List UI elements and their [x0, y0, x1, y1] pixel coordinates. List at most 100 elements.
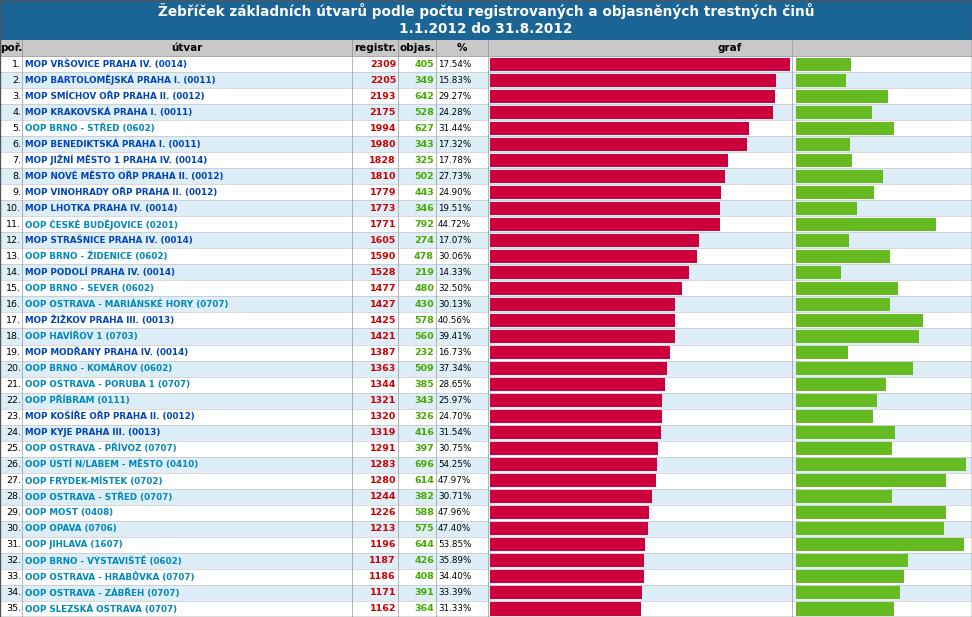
- Text: OOP OSTRAVA - PORUBA 1 (0707): OOP OSTRAVA - PORUBA 1 (0707): [25, 380, 191, 389]
- Bar: [490, 234, 699, 247]
- Text: 1773: 1773: [369, 204, 396, 213]
- Bar: [0, 473, 972, 489]
- Text: 3.: 3.: [12, 91, 21, 101]
- Bar: [490, 250, 697, 263]
- Text: 14.33%: 14.33%: [438, 268, 471, 277]
- Bar: [796, 491, 892, 503]
- Bar: [796, 154, 851, 167]
- Bar: [796, 202, 857, 215]
- Bar: [490, 218, 720, 231]
- Bar: [796, 106, 872, 118]
- Text: 1528: 1528: [369, 268, 396, 277]
- Text: 385: 385: [414, 380, 434, 389]
- Text: 17.78%: 17.78%: [438, 155, 471, 165]
- Bar: [796, 426, 894, 439]
- Text: 24.70%: 24.70%: [438, 412, 471, 421]
- Bar: [796, 330, 920, 343]
- Text: OOP OSTRAVA - MARIÁNSKÉ HORY (0707): OOP OSTRAVA - MARIÁNSKÉ HORY (0707): [25, 300, 228, 309]
- Text: OOP BRNO - VÝSTAVIŠTĚ (0602): OOP BRNO - VÝSTAVIŠTĚ (0602): [25, 556, 182, 566]
- Text: 30.13%: 30.13%: [438, 300, 471, 309]
- Text: 17.: 17.: [6, 316, 21, 325]
- Text: 11.: 11.: [6, 220, 21, 229]
- Text: 480: 480: [414, 284, 434, 293]
- Text: 32.: 32.: [6, 557, 21, 565]
- Text: 44.72%: 44.72%: [438, 220, 471, 229]
- Text: MOP MODŘANY PRAHA IV. (0014): MOP MODŘANY PRAHA IV. (0014): [25, 348, 189, 357]
- Bar: [0, 328, 972, 344]
- Bar: [796, 555, 908, 568]
- Bar: [796, 298, 890, 311]
- Bar: [796, 218, 936, 231]
- Bar: [490, 539, 645, 552]
- Bar: [0, 201, 972, 217]
- Text: 346: 346: [414, 204, 434, 213]
- Bar: [490, 507, 649, 520]
- Bar: [490, 170, 725, 183]
- Text: 1280: 1280: [369, 476, 396, 485]
- Text: 6.: 6.: [12, 139, 21, 149]
- Text: 8.: 8.: [12, 172, 21, 181]
- Text: 627: 627: [414, 123, 434, 133]
- Text: 21.: 21.: [6, 380, 21, 389]
- Bar: [490, 523, 647, 536]
- Bar: [490, 314, 676, 327]
- Text: OOP ÚSTÍ N/LABEM - MĚSTO (0410): OOP ÚSTÍ N/LABEM - MĚSTO (0410): [25, 460, 198, 470]
- Text: 24.28%: 24.28%: [438, 107, 471, 117]
- Text: 232: 232: [414, 348, 434, 357]
- Bar: [0, 120, 972, 136]
- Text: 35.89%: 35.89%: [438, 557, 471, 565]
- Text: 30.75%: 30.75%: [438, 444, 471, 453]
- Text: 31.33%: 31.33%: [438, 605, 471, 613]
- Text: 578: 578: [414, 316, 434, 325]
- Bar: [0, 0, 972, 40]
- Bar: [0, 408, 972, 424]
- Bar: [490, 266, 688, 279]
- Bar: [0, 457, 972, 473]
- Text: MOP NOVÉ MĚSTO OŘP PRAHA II. (0012): MOP NOVÉ MĚSTO OŘP PRAHA II. (0012): [25, 172, 224, 181]
- Text: 31.54%: 31.54%: [438, 428, 471, 437]
- Bar: [0, 344, 972, 360]
- Text: 19.: 19.: [6, 348, 21, 357]
- Text: 29.: 29.: [6, 508, 21, 517]
- Text: 1363: 1363: [369, 364, 396, 373]
- Text: 24.: 24.: [6, 428, 21, 437]
- Text: 642: 642: [414, 91, 434, 101]
- Bar: [796, 234, 850, 247]
- Bar: [490, 202, 720, 215]
- Bar: [796, 282, 897, 295]
- Bar: [490, 362, 667, 375]
- Text: 509: 509: [414, 364, 434, 373]
- Bar: [490, 458, 657, 471]
- Text: 34.40%: 34.40%: [438, 573, 471, 581]
- Text: OOP OSTRAVA - STŘED (0707): OOP OSTRAVA - STŘED (0707): [25, 492, 172, 502]
- Text: 39.41%: 39.41%: [438, 332, 471, 341]
- Text: 575: 575: [414, 524, 434, 533]
- Bar: [490, 410, 662, 423]
- Text: 31.44%: 31.44%: [438, 123, 471, 133]
- Text: MOP BENEDIKTSKÁ PRAHA I. (0011): MOP BENEDIKTSKÁ PRAHA I. (0011): [25, 139, 200, 149]
- Text: 28.: 28.: [6, 492, 21, 501]
- Text: 16.: 16.: [6, 300, 21, 309]
- Bar: [490, 330, 675, 343]
- Text: útvar: útvar: [171, 43, 203, 53]
- Text: 15.: 15.: [6, 284, 21, 293]
- Text: 35.: 35.: [6, 605, 21, 613]
- Bar: [0, 264, 972, 280]
- Text: OOP HAVÍŘOV 1 (0703): OOP HAVÍŘOV 1 (0703): [25, 332, 138, 341]
- Text: 1213: 1213: [369, 524, 396, 533]
- Text: MOP KRAKOVSKÁ PRAHA I. (0011): MOP KRAKOVSKÁ PRAHA I. (0011): [25, 107, 192, 117]
- Bar: [796, 586, 900, 600]
- Bar: [0, 56, 972, 72]
- Text: MOP BARTOLOMĚJSKÁ PRAHA I. (0011): MOP BARTOLOMĚJSKÁ PRAHA I. (0011): [25, 75, 216, 85]
- Bar: [0, 217, 972, 233]
- Bar: [0, 40, 972, 56]
- Bar: [0, 585, 972, 601]
- Text: 349: 349: [414, 75, 434, 85]
- Text: 1605: 1605: [369, 236, 396, 245]
- Bar: [490, 57, 790, 70]
- Text: 37.34%: 37.34%: [438, 364, 471, 373]
- Bar: [796, 458, 965, 471]
- Text: MOP VRŠOVICE PRAHA IV. (0014): MOP VRŠOVICE PRAHA IV. (0014): [25, 59, 187, 68]
- Text: 443: 443: [414, 188, 434, 197]
- Text: 9.: 9.: [12, 188, 21, 197]
